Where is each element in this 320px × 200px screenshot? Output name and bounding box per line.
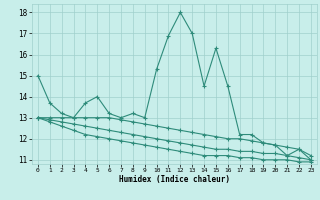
X-axis label: Humidex (Indice chaleur): Humidex (Indice chaleur) <box>119 175 230 184</box>
